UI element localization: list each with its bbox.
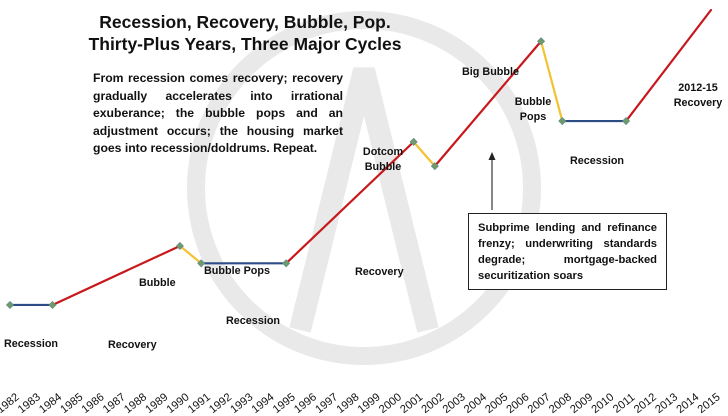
x-tick-2003: 2003 [441,391,468,416]
x-tick-1986: 1986 [80,391,107,416]
pop-segment-8 [539,40,564,123]
annotation-recession-1990s: Recession [226,315,280,327]
x-tick-2011: 2011 [611,392,637,416]
x-tick-1998: 1998 [335,391,362,416]
x-tick-1995: 1995 [271,391,298,416]
annotation-recession-2009: Recession [570,155,624,167]
chart-annotations: Recession Recovery Bubble Bubble Pops Recess… [4,66,722,351]
data-point-2 [48,300,57,309]
annotation-recession-1982: Recession [4,338,58,350]
x-axis-tick-labels: 1982198319841985198619871988198919901991… [0,391,723,416]
x-tick-2004: 2004 [462,391,489,416]
data-point-10 [622,117,631,126]
x-tick-2010: 2010 [589,391,616,416]
x-tick-1999: 1999 [356,391,383,416]
chart-subtitle: Thirty-Plus Years, Three Major Cycles [88,34,402,54]
x-tick-1994: 1994 [250,391,277,416]
x-tick-2009: 2009 [568,391,595,416]
recovery-segment-10 [624,8,713,123]
x-tick-1984: 1984 [37,391,64,416]
x-tick-2002: 2002 [420,391,447,416]
pop-segment-3 [178,244,203,265]
subprime-callout-box: Subprime lending and refinance frenzy; u… [468,213,667,290]
data-markers [5,37,631,309]
x-tick-1997: 1997 [313,391,340,416]
recovery-segment-5 [285,140,415,265]
annotation-arrow [488,152,496,210]
watermark-peak [289,67,439,333]
x-tick-2014: 2014 [674,391,701,416]
x-tick-1987: 1987 [101,391,128,416]
data-point-9 [558,117,567,126]
x-tick-2006: 2006 [504,391,531,416]
data-point-5 [282,259,291,268]
x-tick-1983: 1983 [16,391,43,416]
x-tick-2008: 2008 [547,391,574,416]
chart-title: Recession, Recovery, Bubble, Pop. [99,12,391,32]
recovery-segment-7 [433,40,543,168]
data-point-8 [537,37,546,46]
x-tick-2013: 2013 [653,391,680,416]
data-point-1 [5,300,15,309]
pop-segment-6 [412,140,436,168]
annotation-recovery-1980s: Recovery [108,339,157,351]
series-lines [8,8,713,307]
intro-paragraph: From recession comes recovery; recovery … [93,71,343,156]
data-point-3 [175,241,184,250]
x-tick-1996: 1996 [292,391,319,416]
annotation-recovery-2012-15: 2012-15 Recovery [674,82,723,109]
x-tick-1989: 1989 [143,391,170,416]
watermark-logo [187,11,541,365]
data-point-4 [197,259,206,268]
x-tick-1988: 1988 [122,391,149,416]
recovery-segment-2 [51,244,182,307]
annotation-recovery-1990s: Recovery [355,266,404,278]
x-tick-2012: 2012 [632,391,659,416]
annotation-big-bubble: Big Bubble [462,66,519,78]
x-tick-1990: 1990 [165,391,192,416]
x-tick-1991: 1991 [186,391,213,416]
annotation-bubble-pops-1991: Bubble Pops [204,265,270,277]
annotation-dotcom-bubble: Dotcom Bubble [363,146,403,173]
x-tick-2000: 2000 [377,391,404,416]
data-point-6 [409,137,418,146]
x-tick-2015: 2015 [696,391,723,416]
x-tick-1985: 1985 [58,391,85,416]
annotation-bubble-pops-2008: Bubble Pops [515,96,552,123]
x-tick-2001: 2001 [398,391,425,416]
x-tick-1992: 1992 [207,391,234,416]
x-tick-2007: 2007 [526,391,553,416]
x-tick-1993: 1993 [228,391,255,416]
data-point-7 [430,162,439,171]
watermark-ring [187,11,541,365]
annotation-bubble-1990: Bubble [139,277,176,289]
x-tick-2005: 2005 [483,391,510,416]
